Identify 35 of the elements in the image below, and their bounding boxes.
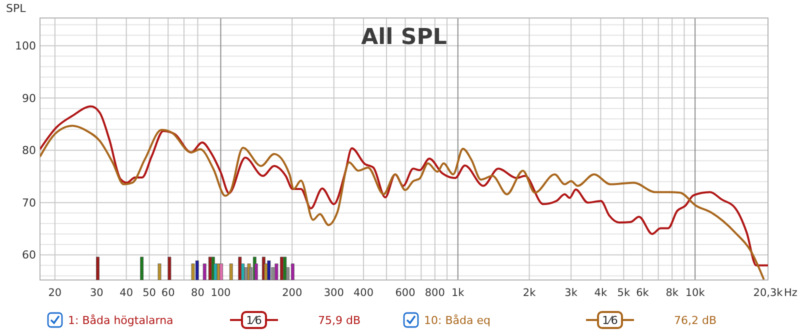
x-tick-label: 60 <box>161 287 175 299</box>
x-tick-label: 40 <box>120 287 134 299</box>
y-axis-title: SPL <box>6 2 27 15</box>
y-tick-label: 70 <box>22 196 36 210</box>
x-tick-label: 50 <box>142 287 156 299</box>
text: 1: Båda högtalarna <box>68 314 174 327</box>
x-tick-label: 30 <box>90 287 104 299</box>
x-tick-label: 20,3k <box>753 287 784 299</box>
text: 76,2 dB <box>674 314 717 327</box>
x-tick-label: 2k <box>522 287 537 299</box>
x-tick-label: 3k <box>564 287 578 299</box>
x-tick-label: 200 <box>282 287 302 299</box>
x-tick-label: 10k <box>685 287 706 299</box>
x-tick-label: 5k <box>617 287 631 299</box>
x-tick-label: 1k <box>452 287 466 299</box>
y-tick-label: 90 <box>22 92 36 105</box>
x-tick-label: 100 <box>210 287 231 299</box>
x-tick-label: 8k <box>666 287 680 299</box>
x-tick-label: 800 <box>424 287 445 299</box>
y-tick-label: 100 <box>15 40 36 53</box>
x-tick-label: 80 <box>191 287 204 299</box>
x-tick-label: 400 <box>353 287 374 299</box>
y-tick-label: 80 <box>22 144 36 158</box>
x-tick-label: 6k <box>636 287 650 299</box>
text: 1⁄6 <box>246 314 262 327</box>
x-tick-label: 300 <box>324 287 344 299</box>
x-tick-label: 4k <box>594 287 608 299</box>
y-tick-label: 60 <box>22 248 36 262</box>
x-axis-title: Hz <box>784 287 798 299</box>
chart-title: All SPL <box>361 25 447 50</box>
text: 75,9 dB <box>318 314 361 327</box>
x-tick-label: 600 <box>395 287 416 299</box>
text: 1⁄6 <box>602 314 618 327</box>
text: 10: Båda eq <box>424 314 490 327</box>
x-tick-label: 20 <box>48 287 62 299</box>
